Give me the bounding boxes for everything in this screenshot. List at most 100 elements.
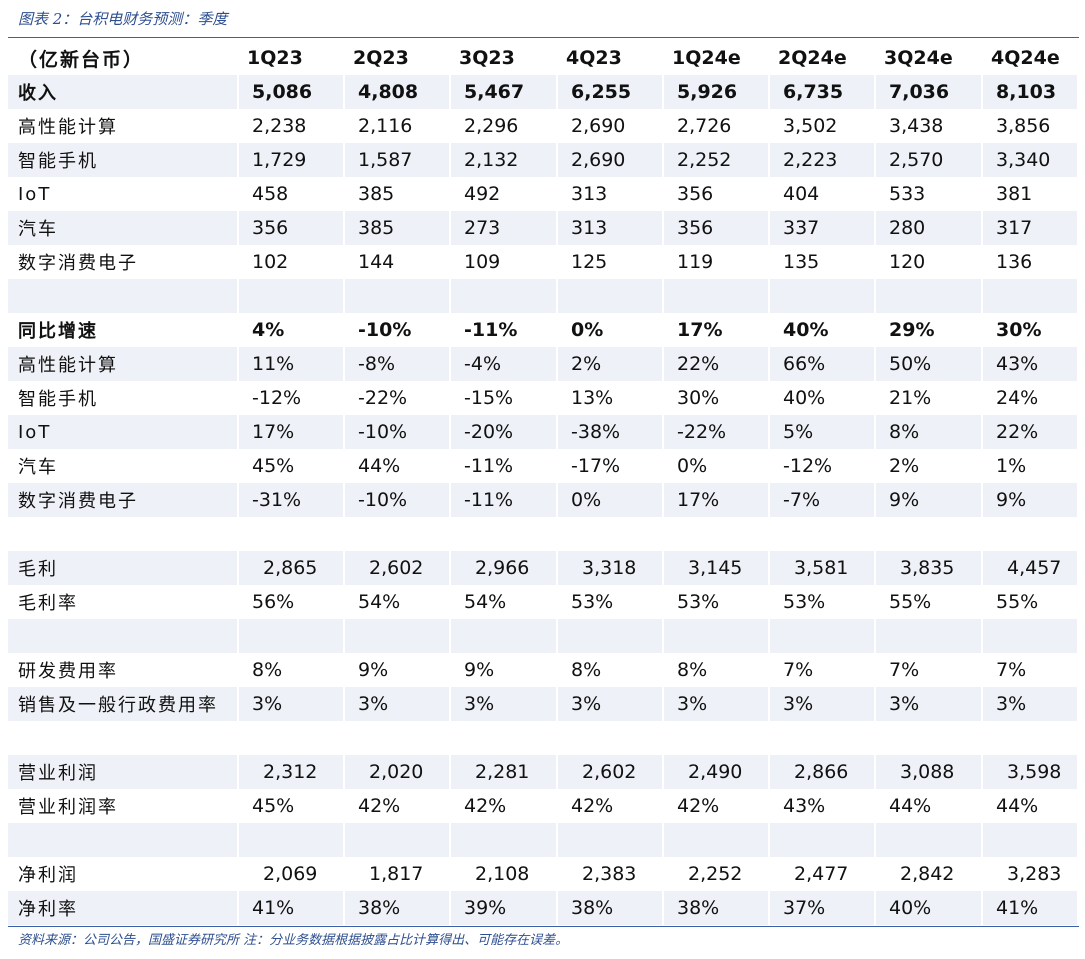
- table-cell: 8%: [252, 659, 283, 681]
- table-row: 汽车 45% 44% -11% -17% 0% -12% 2% 1%: [8, 449, 1079, 483]
- table-cell: 2,602: [345, 551, 449, 585]
- table-cell: 2,252: [688, 863, 743, 885]
- table-cell: 3,502: [783, 115, 838, 137]
- table-cell: [876, 721, 981, 755]
- table-cell: 41%: [983, 891, 1077, 925]
- table-cell: 2,252: [664, 143, 768, 177]
- table-cell: 2%: [558, 347, 662, 381]
- table-cell: 5%: [770, 415, 874, 449]
- header-period: 4Q24e: [991, 47, 1060, 69]
- table-cell: -20%: [451, 415, 556, 449]
- spacer-row: [8, 279, 1079, 313]
- table-cell: 2%: [889, 455, 920, 477]
- table-cell: 55%: [996, 591, 1039, 613]
- table-cell: [558, 279, 662, 313]
- row-label: 销售及一般行政费用率: [8, 687, 237, 721]
- table-cell: 2,020: [345, 755, 449, 789]
- table-cell: 317: [983, 211, 1077, 245]
- table-cell: 8,103: [983, 75, 1077, 109]
- table-cell: 2,570: [876, 143, 981, 177]
- table-cell: 3,856: [996, 115, 1051, 137]
- table-cell: 53%: [571, 591, 614, 613]
- table-cell: -15%: [464, 387, 514, 409]
- table-row: 数字消费电子 -31% -10% -11% 0% 17% -7% 9% 9%: [8, 483, 1079, 517]
- table-cell: [558, 823, 662, 857]
- table-cell: 45%: [252, 795, 295, 817]
- header-period: 2Q24e: [778, 47, 847, 69]
- row-label: IoT: [8, 415, 237, 449]
- table-cell: 4,457: [983, 551, 1077, 585]
- table-cell: 2,842: [900, 863, 955, 885]
- table-cell: 2,383: [582, 863, 637, 885]
- table-row: IoT 17% -10% -20% -38% -22% 5% 8% 22%: [8, 415, 1079, 449]
- table-cell: 5,467: [451, 75, 556, 109]
- table-cell: 29%: [889, 319, 935, 341]
- row-label: [8, 517, 237, 551]
- table-cell: 3%: [664, 687, 768, 721]
- table-cell: 313: [571, 183, 608, 205]
- table-cell: [664, 721, 768, 755]
- table-cell: [239, 823, 343, 857]
- table-cell: [664, 823, 768, 857]
- table-cell: 38%: [345, 891, 449, 925]
- table-cell: 2,477: [794, 863, 849, 885]
- table-cell: [451, 619, 556, 653]
- spacer-row: [8, 721, 1079, 755]
- table-cell: [983, 279, 1077, 313]
- table-cell: [345, 619, 449, 653]
- table-cell: 2,281: [451, 755, 556, 789]
- table-cell: 3,581: [770, 551, 874, 585]
- table-cell: [451, 823, 556, 857]
- table-cell: 2,116: [358, 115, 413, 137]
- table-cell: 3%: [770, 687, 874, 721]
- table-cell: [983, 823, 1077, 857]
- table-cell: 356: [664, 211, 768, 245]
- financial-forecast-table: （亿新台币） 1Q23 2Q23 3Q23 4Q23 1Q24e 2Q24e 3…: [8, 41, 1079, 925]
- table-cell: 2,132: [451, 143, 556, 177]
- table-cell: 6,255: [558, 75, 662, 109]
- table-cell: 2,108: [475, 863, 530, 885]
- table-cell: 44%: [996, 795, 1039, 817]
- table-cell: [664, 279, 768, 313]
- table-cell: 7,036: [876, 75, 981, 109]
- row-label: 高性能计算: [18, 117, 118, 138]
- figure-caption: 图表 2：台积电财务预测：季度: [18, 10, 228, 28]
- table-cell: [664, 619, 768, 653]
- table-cell: 533: [889, 183, 926, 205]
- table-cell: [239, 721, 343, 755]
- table-cell: [664, 517, 768, 551]
- table-cell: -12%: [252, 387, 302, 409]
- table-cell: 8%: [876, 415, 981, 449]
- table-cell: 45%: [252, 455, 295, 477]
- table-cell: 404: [783, 183, 820, 205]
- header-period: 1Q23: [247, 47, 303, 69]
- table-row: 智能手机 -12% -22% -15% 13% 30% 40% 21% 24%: [8, 381, 1079, 415]
- row-label: [8, 279, 237, 313]
- table-cell: 381: [996, 183, 1033, 205]
- row-label: 同比增速: [18, 321, 98, 342]
- table-cell: 9%: [876, 483, 981, 517]
- table-cell: 8%: [677, 659, 708, 681]
- table-cell: [983, 721, 1077, 755]
- table-cell: 385: [358, 183, 395, 205]
- table-cell: 3,598: [983, 755, 1077, 789]
- table-cell: [558, 721, 662, 755]
- table-cell: 44%: [889, 795, 932, 817]
- table-cell: [876, 619, 981, 653]
- table-cell: 385: [345, 211, 449, 245]
- header-period: 2Q23: [353, 47, 409, 69]
- row-label: [8, 823, 237, 857]
- table-cell: 2,866: [770, 755, 874, 789]
- table-cell: 9%: [358, 659, 389, 681]
- table-cell: 17%: [677, 319, 723, 341]
- table-cell: 102: [252, 251, 289, 273]
- table-cell: 3,835: [876, 551, 981, 585]
- row-label: 收入: [8, 75, 237, 109]
- table-cell: 44%: [358, 455, 401, 477]
- row-label: 净利润: [18, 865, 78, 886]
- table-cell: 2,490: [664, 755, 768, 789]
- table-cell: 42%: [571, 795, 614, 817]
- table-cell: [558, 619, 662, 653]
- table-cell: 55%: [889, 591, 932, 613]
- table-cell: [345, 517, 449, 551]
